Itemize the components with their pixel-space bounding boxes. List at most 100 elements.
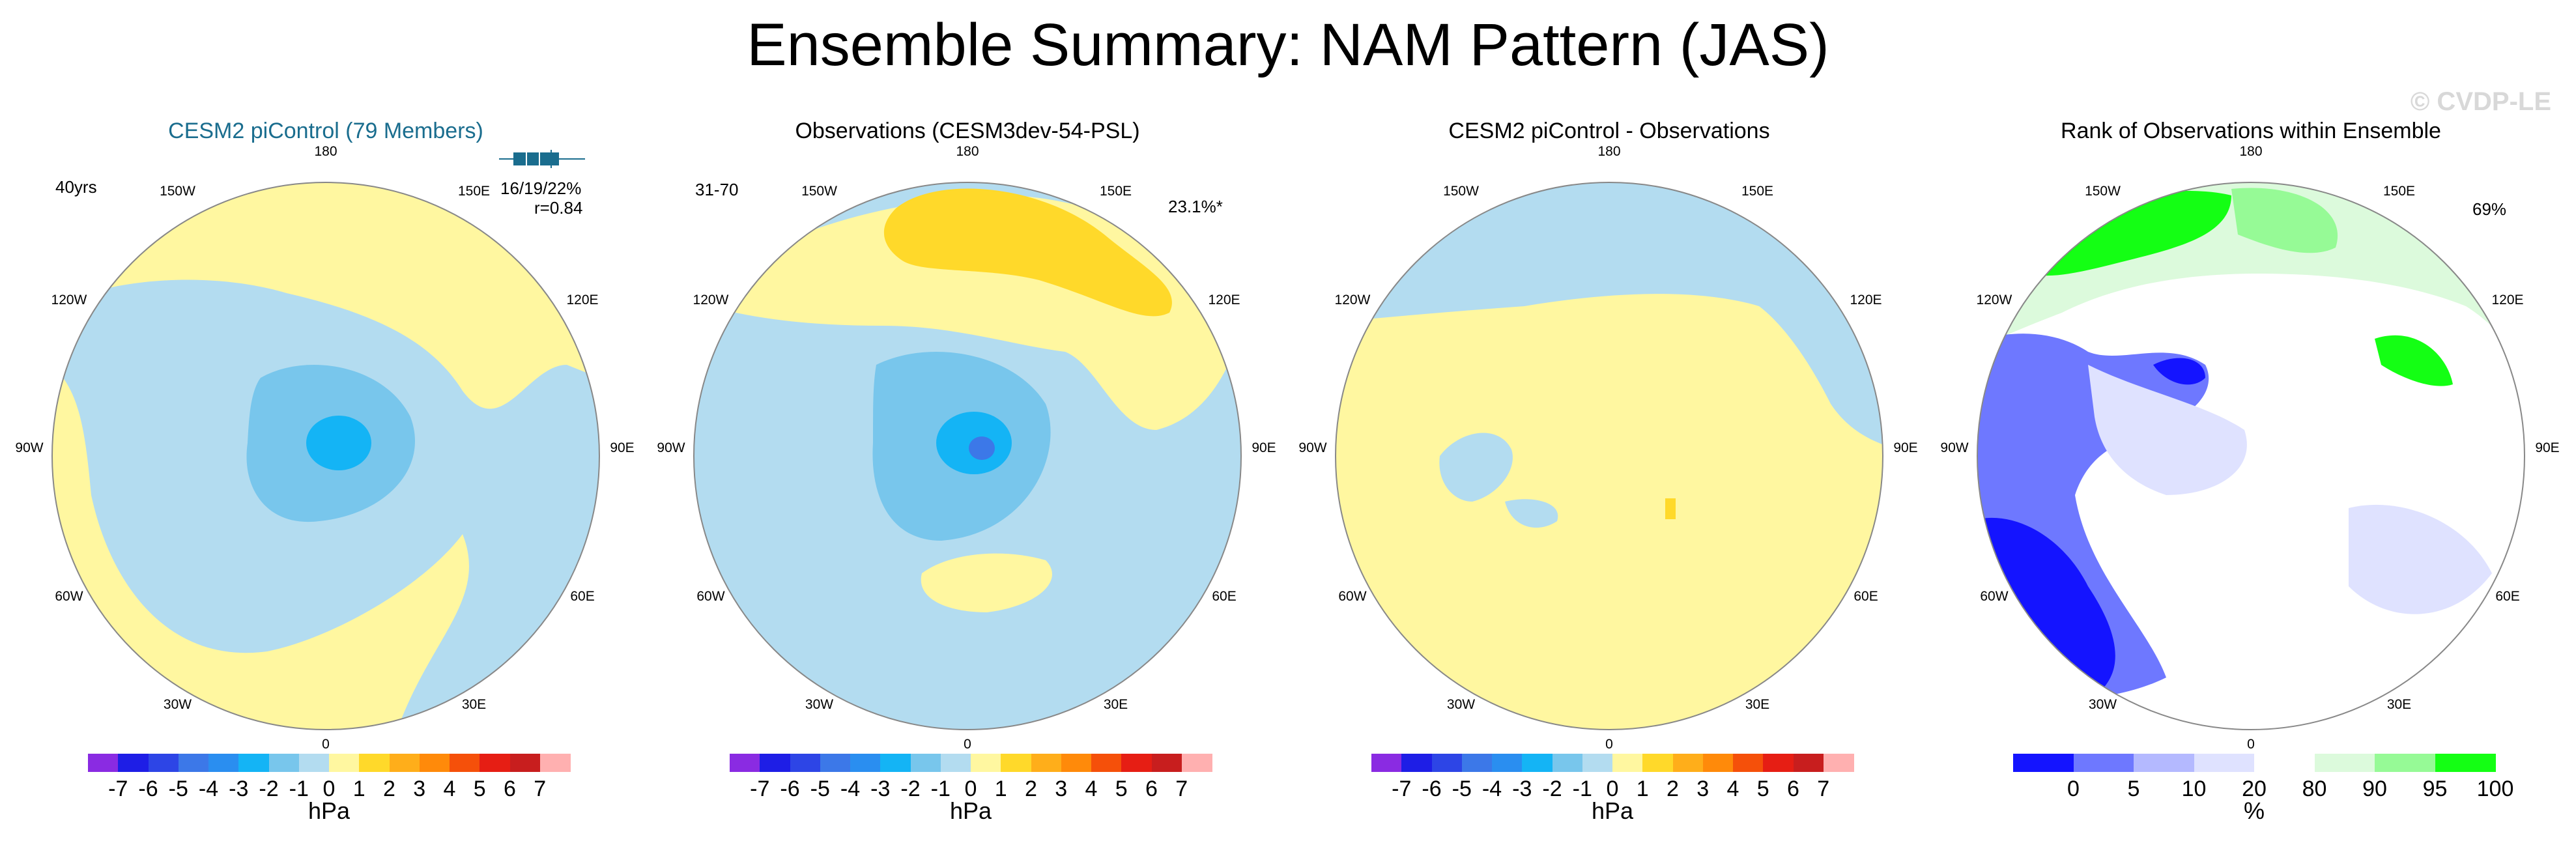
colorbar-swatch xyxy=(2013,754,2074,772)
longitude-label: 150W xyxy=(2085,183,2121,199)
pacific-high xyxy=(883,188,1172,317)
colorbar-tick-label: 1 xyxy=(1636,777,1649,801)
years-note: 31-70 xyxy=(695,180,739,199)
colorbar-tick-label: 5 xyxy=(2127,777,2140,801)
colorbar-tick-label: 1 xyxy=(352,777,365,801)
colorbar-tick-label: -3 xyxy=(229,777,249,801)
colorbar-tick-label: 1 xyxy=(994,777,1007,801)
longitude-label: 90W xyxy=(15,440,44,455)
colorbar-tick-label: 6 xyxy=(504,777,516,801)
colorbar-swatch xyxy=(1733,754,1764,772)
colorbar-swatch xyxy=(2073,754,2134,772)
longitude-label: 150W xyxy=(160,183,195,199)
colorbar-tick-label: 2 xyxy=(1667,777,1679,801)
colorbar-swatch xyxy=(178,754,209,772)
watermark: © CVDP-LE xyxy=(2410,87,2551,116)
longitude-label: 90E xyxy=(1893,440,1918,455)
colorbar-tick-label: 3 xyxy=(413,777,426,801)
longitude-label: 90E xyxy=(1252,440,1276,455)
colorbar-tick-label: 7 xyxy=(1175,777,1188,801)
colorbar-tick-label: -2 xyxy=(900,777,921,801)
colorbar-tick-label: 3 xyxy=(1696,777,1710,801)
colorbar-tick-label: -6 xyxy=(1422,777,1442,801)
colorbar-swatch xyxy=(880,754,911,772)
colorbar-tick-label: -2 xyxy=(259,777,279,801)
longitude-label: 120E xyxy=(2491,292,2524,307)
colorbar-swatch xyxy=(539,754,571,772)
colorbar-swatch xyxy=(910,754,941,772)
colorbar-swatch xyxy=(118,754,149,772)
colorbar-swatch xyxy=(730,754,760,772)
colorbar-tick-label: 4 xyxy=(1085,777,1098,801)
colorbar-tick-label: -4 xyxy=(198,777,219,801)
colorbar-swatch xyxy=(1151,754,1182,772)
colorbar-tick-label: -4 xyxy=(840,777,861,801)
colorbar xyxy=(730,754,1212,772)
negative-difference-canada xyxy=(1505,499,1558,528)
colorbar-swatch xyxy=(329,754,360,772)
colorbar-swatch xyxy=(1031,754,1062,772)
colorbar-swatch xyxy=(1763,754,1794,772)
rank-10-20-region xyxy=(2088,365,2247,495)
longitude-label: 90W xyxy=(1298,440,1327,455)
colorbar-swatch xyxy=(1371,754,1402,772)
colorbar-tick-label: -7 xyxy=(108,777,128,801)
longitude-label: 120E xyxy=(566,292,599,307)
longitude-label: 90W xyxy=(657,440,685,455)
rank-0-5-spot xyxy=(2153,358,2205,385)
colorbar-tick-label: -4 xyxy=(1481,777,1502,801)
colorbar-tick-label: -3 xyxy=(870,777,891,801)
colorbar-tick-label: 0 xyxy=(2067,777,2080,801)
colorbar-tick-label: 5 xyxy=(1115,777,1128,801)
rank-percent-note: 69% xyxy=(2472,199,2507,219)
colorbar-tick-label: 0 xyxy=(1606,777,1619,801)
longitude-label: 180 xyxy=(314,144,337,159)
main-title: Ensemble Summary: NAM Pattern (JAS) xyxy=(747,12,1829,78)
colorbar-swatch xyxy=(479,754,510,772)
colorbar xyxy=(1371,754,1854,772)
colorbar-swatch xyxy=(450,754,480,772)
colorbar-tick-label: 20 xyxy=(2242,777,2267,801)
colorbar-tick-label: 10 xyxy=(2181,777,2207,801)
ensemble-map xyxy=(51,182,600,730)
colorbar-unit: % xyxy=(2243,797,2265,824)
colorbar-tick-label: 95 xyxy=(2422,777,2448,801)
colorbar-tick-label: 6 xyxy=(1787,777,1799,801)
colorbar-tick-label: -1 xyxy=(1572,777,1592,801)
positive-difference-spot xyxy=(1665,498,1676,519)
longitude-label: 90E xyxy=(2535,440,2560,455)
colorbar-tick-label: 90 xyxy=(2362,777,2387,801)
colorbar-swatch xyxy=(509,754,541,772)
panel-title: Observations (CESM3dev-54-PSL) xyxy=(795,119,1140,143)
longitude-label: 90W xyxy=(1940,440,1969,455)
colorbar-tick-label: -1 xyxy=(289,777,309,801)
longitude-label: 180 xyxy=(956,144,979,159)
colorbar-swatch xyxy=(1061,754,1092,772)
variance-note: 23.1%* xyxy=(1168,197,1223,216)
rank-map xyxy=(1977,182,2525,730)
longitude-label: 120W xyxy=(51,292,87,307)
longitude-label: 0 xyxy=(2247,737,2255,752)
longitude-label: 90E xyxy=(610,440,635,455)
colorbar-swatch xyxy=(850,754,881,772)
longitude-label: 60W xyxy=(1980,588,2009,604)
panel-difference: CESM2 piControl - Observations xyxy=(1290,0,1928,841)
panel-rank: Rank of Observations within Ensemble 69% xyxy=(1932,0,2570,841)
difference-map xyxy=(1335,182,1883,730)
map-border xyxy=(51,182,600,730)
correlation-note: r=0.84 xyxy=(534,198,583,218)
colorbar-swatch xyxy=(2134,754,2194,772)
rank-0-5-region xyxy=(1977,517,2115,691)
colorbar-tick-label: 2 xyxy=(383,777,395,801)
colorbar-swatch xyxy=(148,754,179,772)
colorbar-tick-label: 0 xyxy=(322,777,336,801)
colorbar-tick-label: -6 xyxy=(780,777,800,801)
eurasia-positive xyxy=(921,553,1052,612)
colorbar-swatch xyxy=(790,754,821,772)
longitude-label: 30E xyxy=(1745,697,1770,713)
panel-observations: Observations (CESM3dev-54-PSL) 31-70 23.… xyxy=(648,0,1287,841)
longitude-label: 60E xyxy=(1212,588,1237,604)
colorbar-swatch xyxy=(1672,754,1704,772)
colorbar-swatch xyxy=(940,754,971,772)
colorbar-tick-label: 5 xyxy=(473,777,486,801)
